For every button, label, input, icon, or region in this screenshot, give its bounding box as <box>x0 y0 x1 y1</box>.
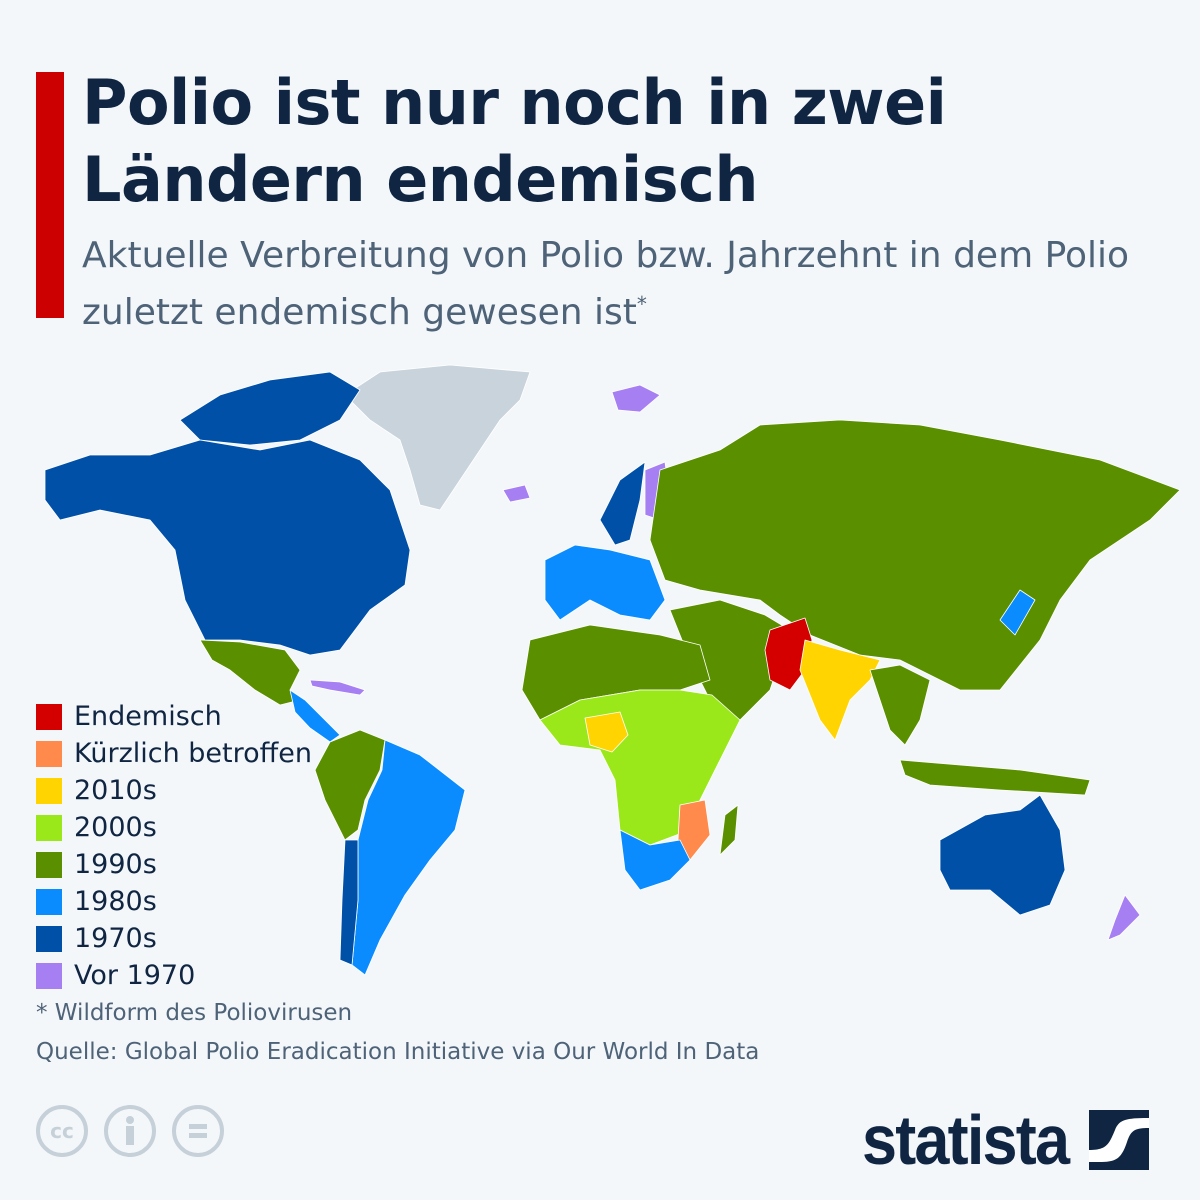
legend-item-2000s: 2000s <box>36 809 312 846</box>
region-new-zealand <box>1107 894 1141 941</box>
no-derivatives-icon[interactable] <box>172 1105 224 1157</box>
accent-bar <box>36 72 64 318</box>
legend-swatch <box>36 703 62 730</box>
legend-label: Kürzlich betroffen <box>74 738 312 769</box>
legend-item-kuerzlich: Kürzlich betroffen <box>36 735 312 772</box>
page-subtitle: Aktuelle Verbreitung von Polio bzw. Jahr… <box>82 232 1162 337</box>
cc-icon[interactable]: cc <box>36 1105 88 1157</box>
region-southeast-asia <box>869 664 931 746</box>
equals-icon <box>189 1124 207 1138</box>
footnote: * Wildform des Poliovirusen <box>36 1000 353 1026</box>
region-southern-africa <box>619 829 691 891</box>
region-afghanistan-pakistan <box>764 617 813 691</box>
region-south-america <box>351 739 466 976</box>
legend-swatch <box>36 925 62 952</box>
page-title: Polio ist nur noch in zwei Ländern endem… <box>82 66 947 216</box>
region-australia <box>939 794 1066 916</box>
world-map <box>44 364 1181 976</box>
region-central-africa <box>539 689 741 846</box>
region-madagascar <box>719 804 739 856</box>
legend-label: 1970s <box>74 923 157 954</box>
legend-item-vor-1970: Vor 1970 <box>36 957 312 994</box>
region-mozambique <box>677 799 711 861</box>
region-caribbean <box>309 679 366 696</box>
region-greenland <box>344 364 531 511</box>
region-andean <box>314 729 386 841</box>
region-japan <box>999 589 1036 636</box>
legend-swatch <box>36 851 62 878</box>
legend-swatch <box>36 777 62 804</box>
region-mexico <box>199 639 301 706</box>
legend-item-1990s: 1990s <box>36 846 312 883</box>
cc-label: cc <box>50 1119 74 1143</box>
statista-logo[interactable]: statista <box>862 1100 1150 1180</box>
region-chile <box>339 839 359 966</box>
legend-swatch <box>36 888 62 915</box>
legend-label: 2000s <box>74 812 157 843</box>
legend-item-2010s: 2010s <box>36 772 312 809</box>
license-icons[interactable]: cc <box>36 1105 224 1157</box>
legend-label: Vor 1970 <box>74 960 196 991</box>
legend-label: Endemisch <box>74 701 222 732</box>
region-indonesia <box>899 759 1091 796</box>
legend-swatch <box>36 962 62 989</box>
statista-mark-icon <box>1089 1110 1150 1170</box>
region-india <box>799 639 881 741</box>
logo-text: statista <box>862 1101 1070 1179</box>
region-svalbard <box>611 384 661 413</box>
footnote-mark: * <box>636 292 647 316</box>
legend-item-endemisch: Endemisch <box>36 698 312 735</box>
person-icon <box>126 1116 134 1145</box>
legend-swatch <box>36 814 62 841</box>
subtitle-text: Aktuelle Verbreitung von Polio bzw. Jahr… <box>82 235 1130 333</box>
region-north-america <box>44 439 411 656</box>
region-nigeria <box>584 711 629 753</box>
source-link[interactable]: Quelle: Global Polio Eradication Initiat… <box>36 1039 760 1065</box>
region-western-europe <box>544 544 666 621</box>
legend-label: 1980s <box>74 886 157 917</box>
attribution-icon[interactable] <box>104 1105 156 1157</box>
legend: Endemisch Kürzlich betroffen 2010s 2000s… <box>36 698 312 994</box>
region-russia-asia <box>649 419 1181 691</box>
legend-label: 2010s <box>74 775 157 806</box>
legend-label: 1990s <box>74 849 157 880</box>
legend-swatch <box>36 740 62 767</box>
region-central-america <box>289 689 341 743</box>
region-iceland <box>502 484 531 503</box>
legend-item-1970s: 1970s <box>36 920 312 957</box>
region-scandinavia <box>599 461 646 546</box>
region-north-america-arctic <box>179 371 361 446</box>
legend-item-1980s: 1980s <box>36 883 312 920</box>
